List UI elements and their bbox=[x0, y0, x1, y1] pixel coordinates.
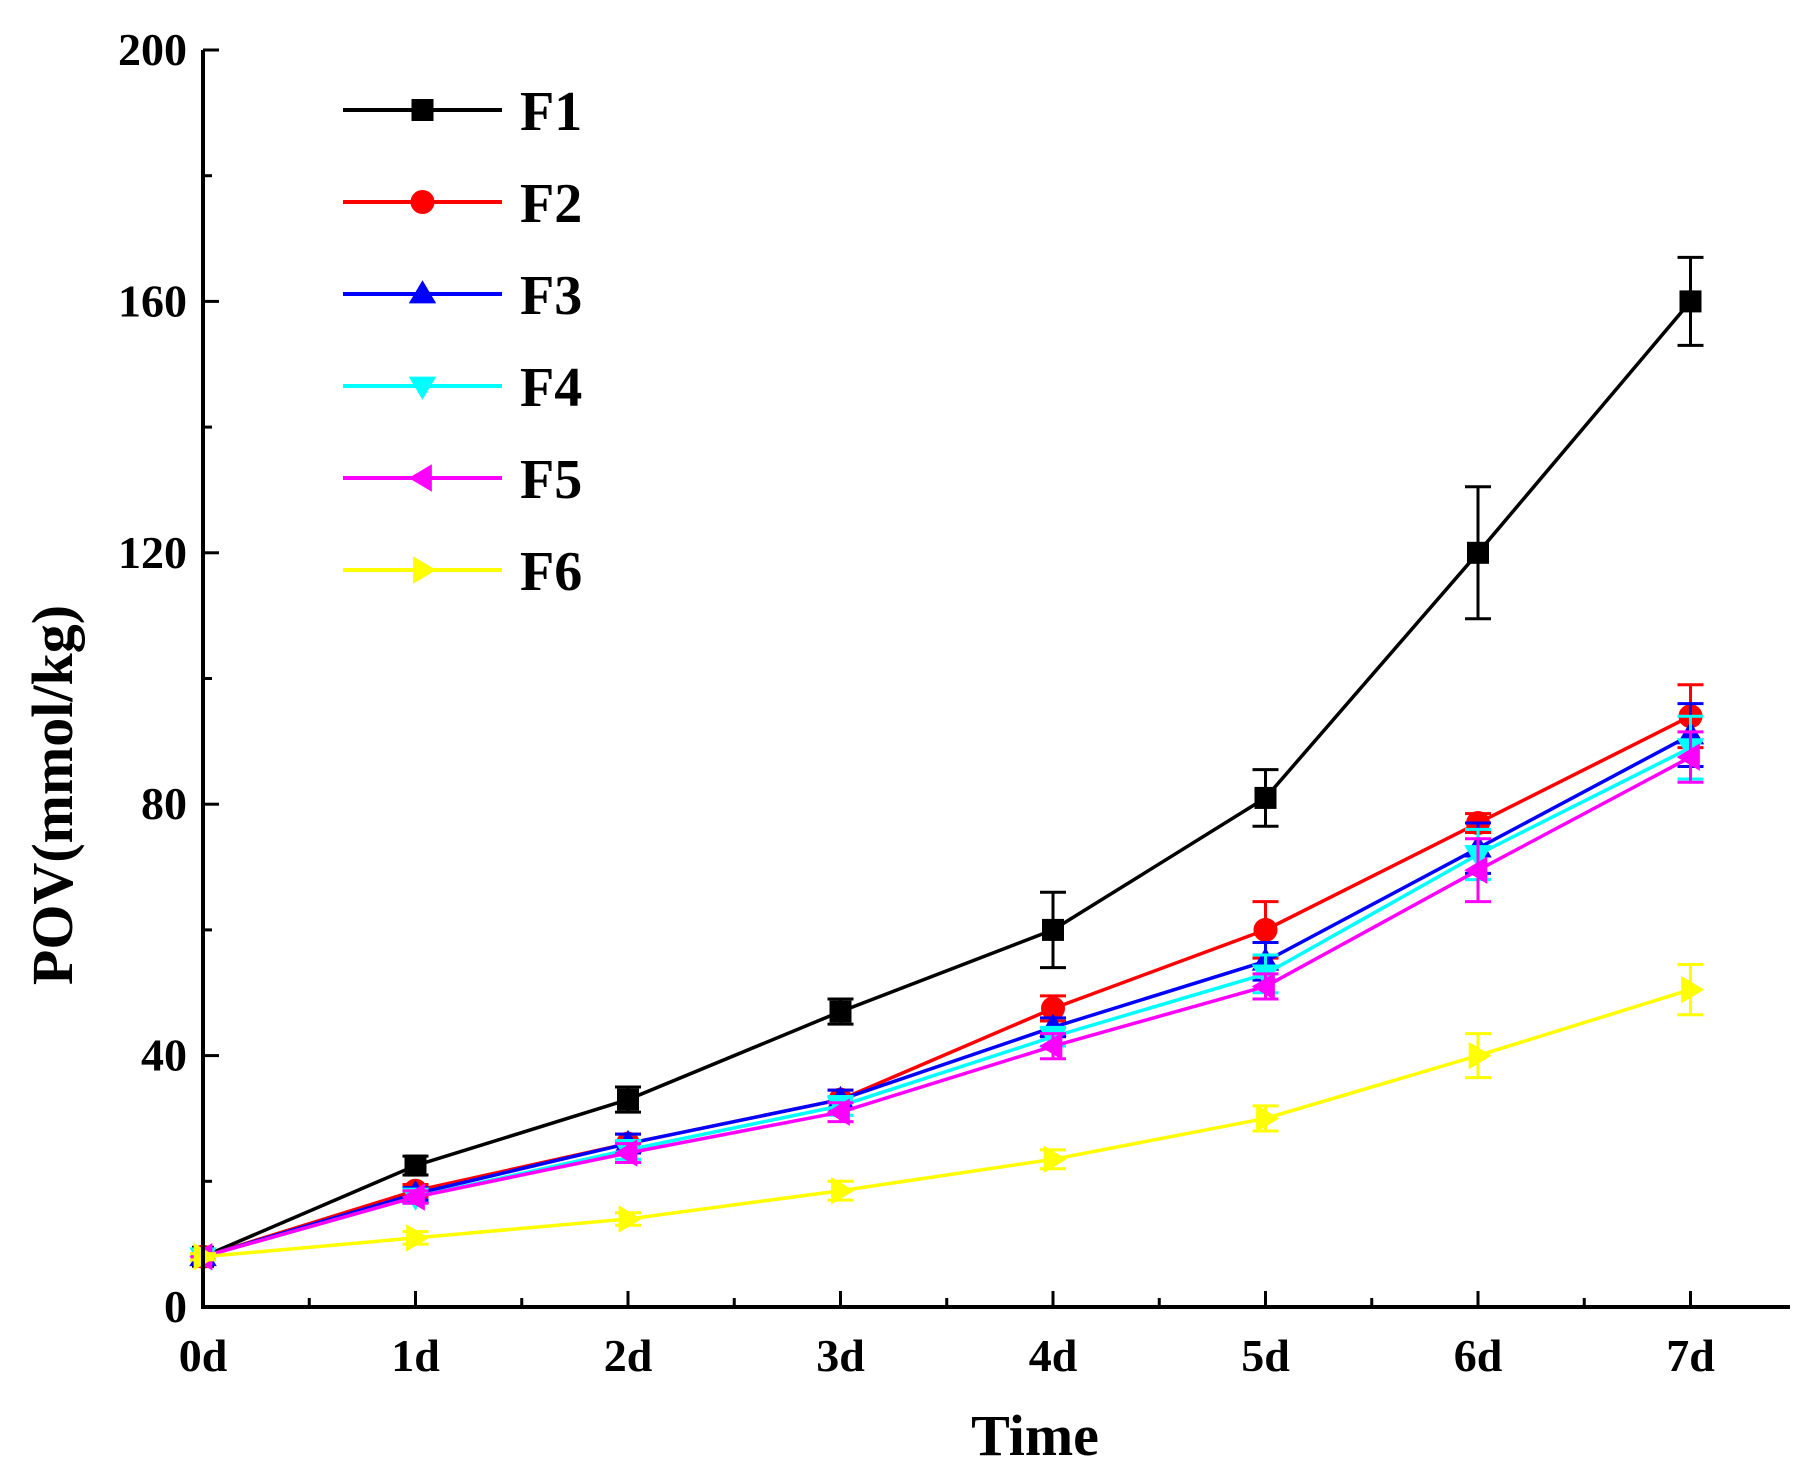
data-point-f2 bbox=[1041, 996, 1065, 1021]
legend-item-f1: F1 bbox=[343, 81, 582, 143]
y-tick-label: 80 bbox=[141, 778, 187, 829]
legend-marker bbox=[411, 99, 434, 121]
series-line-f6 bbox=[202, 987, 1692, 1259]
y-tick-label: 120 bbox=[118, 527, 187, 578]
series-line-f1 bbox=[202, 300, 1692, 1259]
legend-item-f2: F2 bbox=[343, 173, 582, 235]
legend-marker bbox=[413, 556, 437, 584]
data-point-f6 bbox=[1043, 1145, 1067, 1174]
data-point-f5 bbox=[1676, 743, 1700, 771]
y-tick-label: 200 bbox=[118, 24, 187, 75]
legend-marker bbox=[408, 280, 437, 304]
data-point-f6 bbox=[831, 1176, 855, 1205]
series-line-f3 bbox=[202, 733, 1692, 1259]
series-f1 bbox=[190, 255, 1704, 1268]
legend-label: F4 bbox=[520, 357, 582, 419]
data-point-f5 bbox=[401, 1183, 425, 1211]
data-point-f5 bbox=[614, 1139, 638, 1167]
data-point-f2 bbox=[1253, 917, 1278, 942]
axes-layer: 0 40 80 120 160 200 0d 1d 2d 3d 4d 5d 6d 7d bbox=[118, 24, 1790, 1381]
x-axis-title: Time bbox=[971, 1403, 1099, 1465]
data-point-f5 bbox=[826, 1098, 850, 1126]
data-point-f1 bbox=[1679, 290, 1702, 313]
data-point-f6 bbox=[193, 1242, 217, 1271]
x-tick-label: 6d bbox=[1454, 1330, 1503, 1381]
data-point-f6 bbox=[1468, 1041, 1492, 1070]
y-tick-label: 0 bbox=[164, 1281, 187, 1332]
y-tick-label: 40 bbox=[141, 1030, 187, 1081]
series-f6 bbox=[190, 962, 1705, 1271]
y-axis-title: POV(mmol/kg) bbox=[20, 605, 85, 985]
legend-item-f5: F5 bbox=[343, 449, 582, 511]
data-point-f1 bbox=[404, 1154, 427, 1177]
series-layer bbox=[189, 255, 1705, 1271]
legend-label: F3 bbox=[520, 265, 582, 327]
x-tick-label: 1d bbox=[391, 1330, 440, 1381]
x-tick-label: 3d bbox=[816, 1330, 865, 1381]
data-point-f1 bbox=[1254, 786, 1277, 809]
x-tick-label: 5d bbox=[1241, 1330, 1290, 1381]
data-point-f5 bbox=[1464, 856, 1488, 884]
legend-item-f4: F4 bbox=[343, 357, 582, 419]
legend-marker bbox=[408, 464, 432, 492]
data-point-f1 bbox=[829, 1000, 852, 1023]
series-f2 bbox=[190, 683, 1704, 1269]
legend-item-f3: F3 bbox=[343, 265, 582, 327]
legend-label: F6 bbox=[520, 541, 582, 603]
data-point-f1 bbox=[617, 1088, 639, 1111]
legend: F1 F2 F3 F4 F5 F6 bbox=[343, 81, 582, 603]
x-tick-label: 7d bbox=[1666, 1330, 1715, 1381]
x-tick-label: 2d bbox=[604, 1330, 653, 1381]
series-f5 bbox=[189, 730, 1704, 1271]
data-point-f1 bbox=[1042, 918, 1064, 941]
series-line-f5 bbox=[202, 755, 1692, 1259]
legend-label: F1 bbox=[520, 81, 582, 143]
legend-marker bbox=[408, 376, 437, 400]
legend-label: F2 bbox=[520, 173, 582, 235]
legend-marker bbox=[410, 190, 435, 214]
data-point-f5 bbox=[1251, 972, 1275, 1001]
data-point-f6 bbox=[1681, 975, 1705, 1004]
data-point-f1 bbox=[1467, 541, 1489, 564]
y-tick-label: 160 bbox=[118, 275, 187, 326]
data-point-f6 bbox=[406, 1224, 430, 1252]
data-point-f5 bbox=[1039, 1032, 1063, 1060]
legend-item-f6: F6 bbox=[343, 541, 582, 603]
legend-label: F5 bbox=[520, 449, 582, 511]
x-tick-label: 4d bbox=[1029, 1330, 1078, 1381]
data-point-f6 bbox=[618, 1205, 642, 1233]
data-point-f6 bbox=[1256, 1104, 1280, 1133]
series-line-f2 bbox=[202, 714, 1692, 1259]
x-tick-label: 0d bbox=[179, 1330, 228, 1381]
